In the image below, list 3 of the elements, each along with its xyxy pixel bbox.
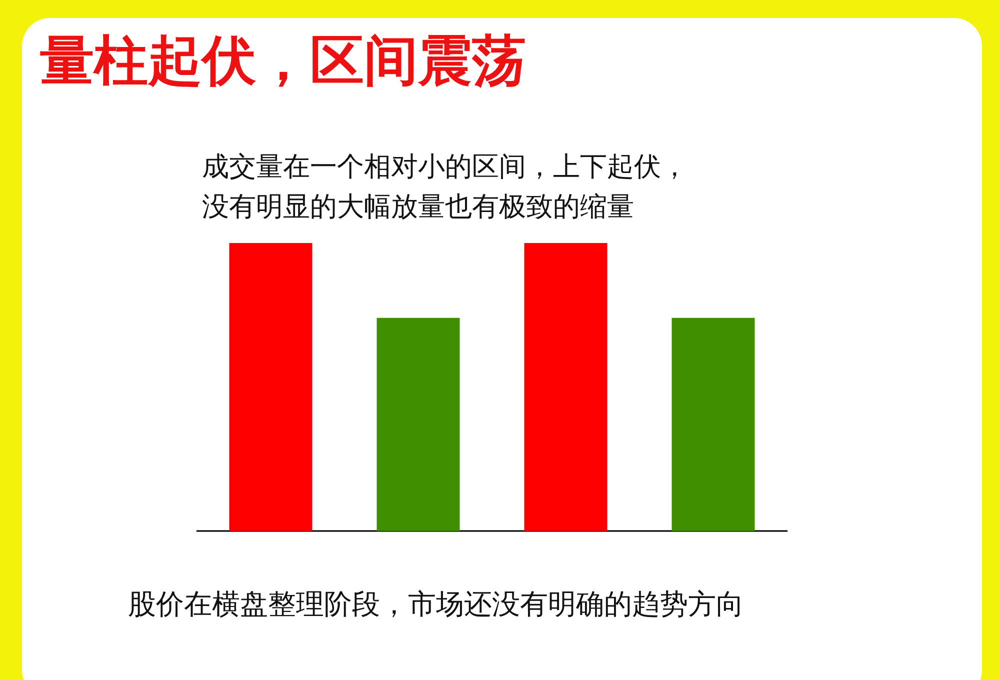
chart-subtitle: 成交量在一个相对小的区间，上下起伏，没有明显的大幅放量也有极致的缩量 (202, 152, 688, 222)
chart-title: 量柱起伏，区间震荡 (40, 28, 526, 92)
text: 股价在横盘整理阶段，市场还没有明确的趋势方向 (128, 588, 744, 620)
